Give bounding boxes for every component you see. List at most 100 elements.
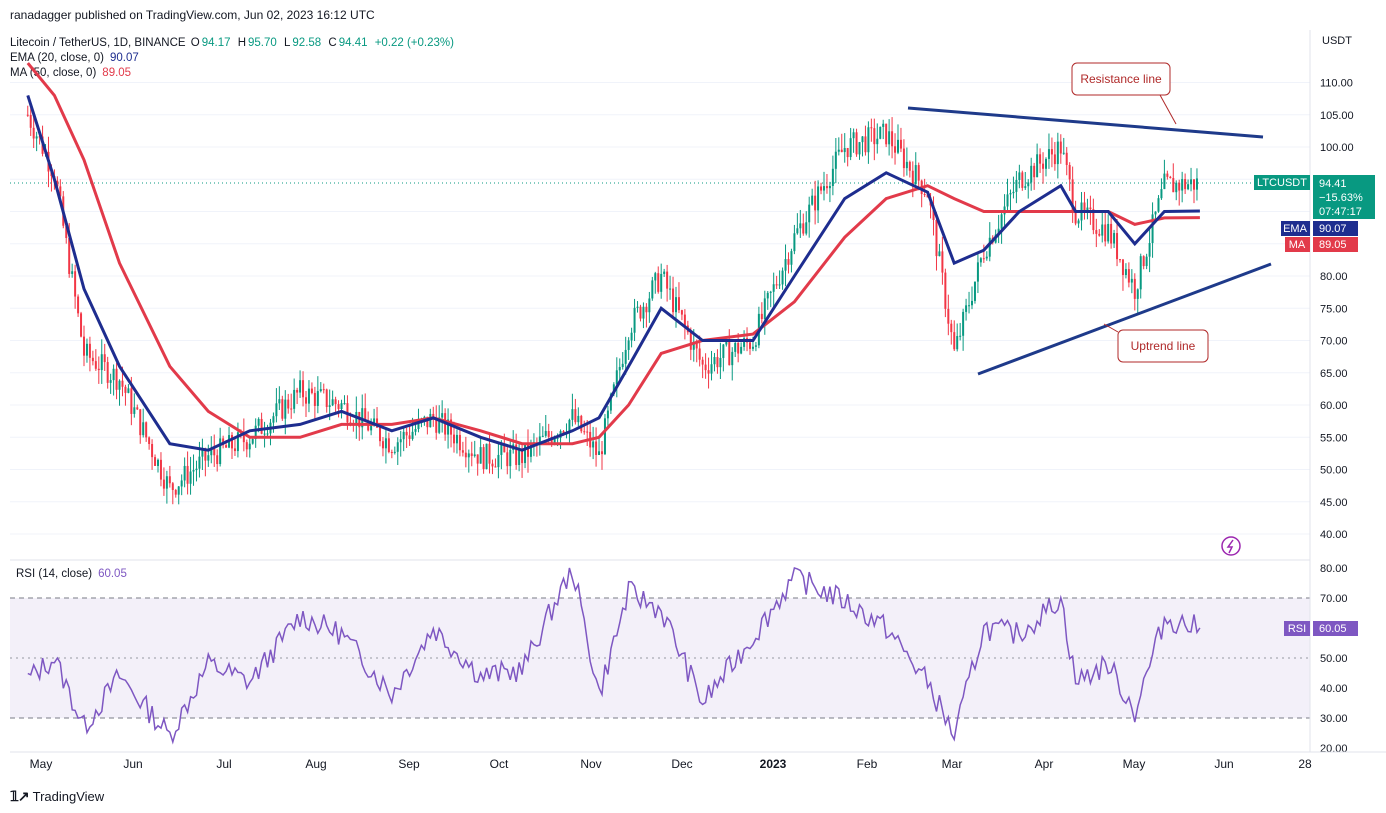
candle-body: [1187, 184, 1190, 190]
candle-body: [1181, 179, 1184, 191]
candle-body: [1178, 182, 1181, 191]
candle-body: [245, 442, 248, 450]
uptrend-trendline[interactable]: [977, 262, 1272, 376]
price-tick-label: 55.00: [1320, 432, 1348, 444]
candle-body: [302, 380, 305, 398]
candle-body: [100, 354, 103, 371]
rsi-tag: [1284, 621, 1310, 636]
candle-body: [763, 298, 766, 320]
candle-body: [959, 335, 962, 337]
candle-body: [216, 455, 219, 465]
candle-body: [159, 459, 162, 480]
candle-body: [1157, 198, 1160, 212]
candle-body: [1163, 173, 1166, 190]
resistance-trendline[interactable]: [907, 106, 1264, 139]
rsi-legend[interactable]: RSI (14, close) 60.05: [16, 568, 127, 580]
alert-icon[interactable]: [1221, 536, 1241, 556]
candle-body: [275, 403, 278, 417]
candle-body: [1110, 223, 1113, 244]
candle-body: [29, 114, 32, 128]
candle-body: [189, 471, 192, 484]
candle-body: [849, 138, 852, 158]
candle-body: [296, 389, 299, 393]
candle-body: [917, 165, 920, 181]
candle-body: [74, 271, 77, 297]
published-info: ranadagger published on TradingView.com,…: [10, 8, 375, 22]
price-tick-label: 80.00: [1320, 271, 1348, 283]
candle-body: [80, 313, 83, 337]
candle-body: [88, 343, 91, 358]
candle-body: [527, 442, 529, 457]
candle-body: [950, 323, 953, 333]
price-tick-label: 105.00: [1320, 110, 1354, 122]
candle-body: [331, 399, 334, 406]
candle-body: [1127, 269, 1130, 283]
time-tick-label: Dec: [671, 757, 692, 771]
candle-body: [669, 288, 672, 290]
candle-body: [760, 313, 763, 320]
candle-body: [491, 463, 494, 467]
candle-body: [781, 270, 784, 285]
candle-body: [935, 219, 938, 257]
rsi-tick-label: 50.00: [1320, 653, 1348, 665]
price-tick-label: 60.00: [1320, 400, 1348, 412]
candle-body: [124, 386, 127, 393]
rsi-tag-label: RSI: [1288, 623, 1306, 635]
symbol-name[interactable]: Litecoin / TetherUS, 1D, BINANCE: [10, 37, 186, 49]
rsi-legend-label: RSI (14, close): [16, 568, 93, 580]
candle-body: [319, 389, 322, 392]
candle-body: [361, 408, 364, 428]
bar-countdown: 07:47:17: [1319, 206, 1362, 218]
candle-body: [470, 453, 473, 457]
candle-body: [97, 368, 100, 371]
uptrend-annotation[interactable]: Uptrend line: [1103, 323, 1209, 363]
candle-body: [426, 416, 429, 428]
candle-body: [381, 441, 384, 449]
candle-body: [316, 391, 319, 406]
candle-body: [151, 444, 154, 458]
candle-body: [1098, 233, 1101, 236]
candle-body: [1113, 233, 1116, 244]
candle-body: [808, 204, 811, 223]
candle-body: [299, 380, 302, 393]
time-axis[interactable]: May Jun Jul Aug Sep Oct Nov Dec 2023 Feb Mar Apr May…: [30, 757, 1312, 771]
candle-body: [728, 341, 731, 366]
candle-body: [547, 430, 550, 437]
candle-body: [482, 447, 485, 470]
candle-body: [251, 438, 254, 444]
price-tick-label: 75.00: [1320, 303, 1348, 315]
resistance-annotation-box: [1071, 62, 1171, 96]
candle-body: [725, 341, 728, 345]
candle-body: [553, 438, 556, 443]
price-tick-label: 40.00: [1320, 529, 1348, 541]
resistance-annotation[interactable]: Resistance line: [1071, 62, 1177, 125]
uptrend-annotation-text: Uptrend line: [1131, 339, 1196, 353]
price-tick-label: 70.00: [1320, 336, 1348, 348]
candle-body: [201, 448, 204, 457]
time-tick-label: Jul: [216, 757, 231, 771]
candle-body: [1130, 278, 1133, 283]
candle-body: [796, 228, 799, 234]
ema-legend-row[interactable]: EMA (20, close, 0) 90.07: [10, 51, 458, 66]
candle-body: [698, 348, 701, 360]
candle-body: [1045, 158, 1047, 169]
candle-body: [609, 394, 612, 411]
time-tick-label: Jun: [123, 757, 142, 771]
candle-body: [1074, 211, 1077, 224]
footer-brand[interactable]: 𝟙↗ TradingView: [10, 788, 104, 805]
ma-tag: [1285, 237, 1310, 252]
candle-body: [888, 131, 891, 145]
tradingview-logo-icon: 𝟙↗: [10, 788, 30, 804]
candle-body: [1065, 152, 1068, 165]
candle-body: [1148, 243, 1151, 257]
close-label: C: [328, 37, 337, 49]
candle-body: [266, 433, 269, 435]
candle-body: [1119, 259, 1121, 261]
candle-body: [932, 205, 935, 220]
price-tick-label: 100.00: [1320, 142, 1354, 154]
candle-body: [675, 297, 677, 313]
symbol-row[interactable]: Litecoin / TetherUS, 1D, BINANCE O 94.17 …: [10, 36, 458, 51]
last-price-tag: [1313, 175, 1375, 219]
candle-body: [503, 445, 506, 453]
